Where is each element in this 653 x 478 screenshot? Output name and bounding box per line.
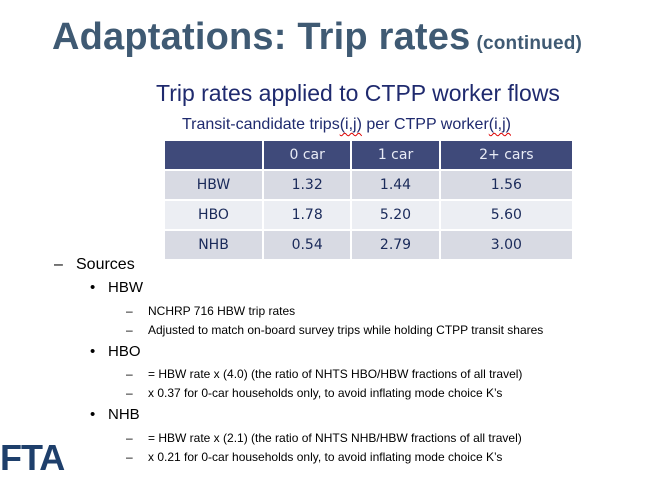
source-group-label: HBW <box>108 279 143 296</box>
table-cell: HBO <box>163 199 264 231</box>
table-cell: 1.44 <box>350 169 441 201</box>
header-cell: 0 car <box>261 139 353 171</box>
caption-ij-1: (i,j) <box>339 116 362 133</box>
source-item: – = HBW rate x (4.0) (the ratio of NHTS H… <box>126 367 522 381</box>
slide-subtitle: Trip rates applied to CTPP worker flows <box>156 80 560 106</box>
table-cell: 1.56 <box>438 169 575 201</box>
source-item: – = HBW rate x (2.1) (the ratio of NHTS N… <box>126 431 522 445</box>
source-item-text: NCHRP 716 HBW trip rates <box>148 304 296 318</box>
header-cell: 1 car <box>350 139 441 171</box>
dot-bullet: • <box>90 406 96 423</box>
source-item-text: Adjusted to match on-board survey trips … <box>148 323 544 337</box>
trip-rates-table: 0 car 1 car 2+ cars HBW 1.32 1.44 1.56 H… <box>163 139 575 261</box>
dot-bullet: • <box>90 279 96 296</box>
table-cell: 5.60 <box>438 199 575 231</box>
source-group-hbw: • HBW <box>90 279 143 296</box>
table-header-row: 0 car 1 car 2+ cars <box>163 139 575 171</box>
table-row: HBO 1.78 5.20 5.60 <box>163 199 575 231</box>
fta-logo: FTA <box>0 437 65 478</box>
table-cell: 1.32 <box>261 169 353 201</box>
source-item: – NCHRP 716 HBW trip rates <box>126 304 295 318</box>
slide-title-suffix: (continued) <box>476 33 583 54</box>
sources-heading-label: Sources <box>76 256 135 273</box>
table-cell: 3.00 <box>438 229 575 261</box>
source-item-text: = HBW rate x (4.0) (the ratio of NHTS HB… <box>148 367 523 381</box>
caption-text-2: per CTPP worker <box>361 116 489 133</box>
dash-bullet: – <box>126 450 133 464</box>
caption-ij-2: (i,j) <box>488 116 511 133</box>
source-group-label: NHB <box>108 406 140 423</box>
source-item-text: x 0.21 for 0-car households only, to avo… <box>148 450 503 464</box>
source-item: – x 0.21 for 0-car households only, to av… <box>126 450 502 464</box>
table-row: HBW 1.32 1.44 1.56 <box>163 169 575 201</box>
caption-text-1: Transit-candidate trips <box>182 116 340 133</box>
table-cell: 5.20 <box>350 199 441 231</box>
table-cell: 1.78 <box>261 199 353 231</box>
source-item: – Adjusted to match on-board survey trips… <box>126 323 543 337</box>
dash-bullet: – <box>126 323 133 337</box>
table-caption: Transit-candidate trips(i,j) per CTPP wo… <box>182 116 511 134</box>
dash-bullet: – <box>54 256 63 273</box>
source-group-hbo: • HBO <box>90 343 141 360</box>
dot-bullet: • <box>90 343 96 360</box>
slide-title: Adaptations: Trip rates (continued) <box>52 16 582 59</box>
dash-bullet: – <box>126 431 133 445</box>
source-group-label: HBO <box>108 343 141 360</box>
source-group-nhb: • NHB <box>90 406 140 423</box>
dash-bullet: – <box>126 367 133 381</box>
header-cell: 2+ cars <box>438 139 575 171</box>
table-row: NHB 0.54 2.79 3.00 <box>163 229 575 261</box>
source-item-text: x 0.37 for 0-car households only, to avo… <box>148 386 503 400</box>
dash-bullet: – <box>126 386 133 400</box>
slide-title-main: Adaptations: Trip rates <box>52 16 471 58</box>
header-cell <box>163 139 264 171</box>
table-cell: 2.79 <box>350 229 441 261</box>
source-item-text: = HBW rate x (2.1) (the ratio of NHTS NH… <box>148 431 522 445</box>
table-cell: HBW <box>163 169 264 201</box>
sources-heading: – Sources <box>54 256 135 274</box>
table-cell: 0.54 <box>261 229 353 261</box>
table-cell: NHB <box>163 229 264 261</box>
source-item: – x 0.37 for 0-car households only, to av… <box>126 386 502 400</box>
dash-bullet: – <box>126 304 133 318</box>
